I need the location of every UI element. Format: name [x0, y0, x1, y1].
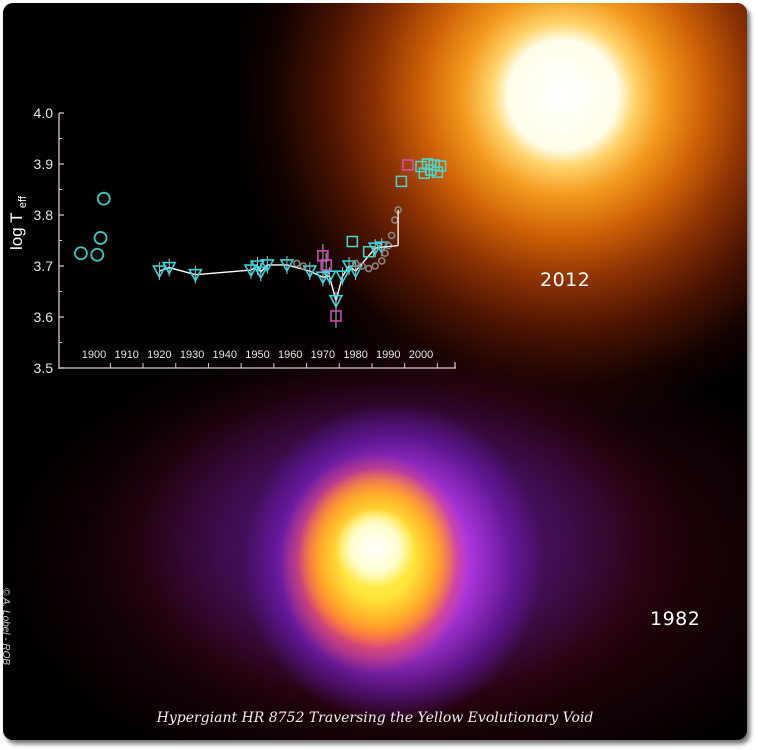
image-caption: Hypergiant HR 8752 Traversing the Yellow… [156, 710, 594, 726]
series-triangle-down [152, 238, 390, 310]
data-point [377, 257, 386, 265]
copyright-credit: © A. Lobel - ROB [3, 588, 11, 666]
data-point [74, 246, 88, 261]
data-point [362, 245, 375, 258]
data-point [315, 271, 331, 285]
data-point [358, 262, 366, 270]
x-tick-label: 1940 [213, 349, 237, 361]
data-point [253, 266, 269, 280]
series-circle [74, 191, 111, 262]
y-tick-label: 3.5 [34, 360, 54, 376]
y-axis-label: log T eff [7, 195, 29, 250]
x-tick-label: 1970 [311, 349, 335, 361]
data-point [346, 235, 359, 248]
data-point [381, 249, 389, 258]
data-point [434, 160, 447, 172]
data-point [243, 264, 259, 278]
data-point [431, 166, 444, 178]
data-point [279, 259, 295, 273]
x-tick-label: 1930 [180, 349, 204, 361]
data-point [351, 259, 360, 268]
x-tick-label: 1960 [278, 349, 302, 361]
data-point [93, 231, 108, 245]
data-point [96, 191, 111, 206]
series-square [317, 159, 414, 328]
data-point [371, 262, 380, 270]
y-tick-label: 4.0 [34, 105, 54, 121]
y-tick-label: 3.7 [34, 258, 54, 274]
log-teff-chart: 4.0 3.9 3.8 3.7 3.6 3.5 1900 1910 1920 1930 1940 19… [7, 105, 456, 376]
data-point [364, 264, 373, 273]
y-tick-label: 3.8 [34, 207, 54, 223]
x-tick-label: 1980 [343, 349, 367, 361]
y-tick-label: 3.6 [34, 309, 54, 325]
x-tick-label: 1900 [82, 349, 106, 361]
data-point [418, 167, 431, 179]
data-point [259, 259, 275, 273]
series-square [346, 158, 447, 258]
x-tick-label: 1990 [376, 349, 400, 361]
x-tick-label: 1910 [114, 349, 138, 361]
data-point [161, 261, 177, 276]
image-frame: 4.0 3.9 3.8 3.7 3.6 3.5 1900 1910 1920 1930 1940 19… [3, 3, 747, 740]
year-label-2012: 2012 [540, 269, 591, 291]
data-point [374, 241, 390, 255]
data-point [152, 265, 167, 279]
data-point [391, 216, 399, 224]
data-point [90, 247, 105, 262]
x-tick-label: 1950 [245, 349, 269, 361]
y-tick-label: 3.9 [34, 156, 54, 172]
data-point [428, 159, 440, 171]
data-point [387, 231, 396, 240]
data-point [188, 268, 203, 283]
data-point [335, 270, 350, 284]
year-label-1982: 1982 [650, 608, 701, 630]
x-tick-label: 2000 [409, 349, 433, 361]
data-point [292, 259, 301, 268]
data-point [330, 310, 342, 322]
data-point [367, 242, 383, 256]
data-point [328, 294, 344, 309]
data-point [415, 160, 427, 173]
data-point [421, 158, 434, 170]
data-point [299, 262, 308, 270]
data-point [320, 259, 332, 271]
star-1982-nebula-image [3, 3, 747, 740]
data-point [395, 175, 408, 188]
data-point [317, 250, 329, 262]
data-point [302, 265, 318, 279]
x-tick-label: 1920 [147, 349, 171, 361]
data-point [402, 159, 414, 171]
